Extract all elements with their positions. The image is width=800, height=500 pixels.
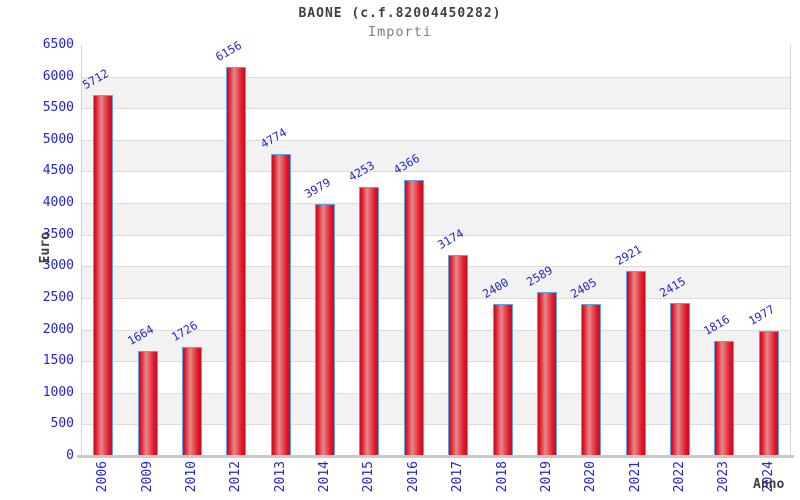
plot-band (82, 203, 790, 235)
y-tick-label: 1500 (42, 353, 74, 369)
bar (448, 255, 468, 456)
x-tick-label: 2020 (583, 461, 599, 493)
x-tick-label: 2006 (95, 461, 111, 493)
x-tick-label: 2014 (317, 461, 333, 493)
x-tick-label: 2021 (627, 461, 643, 493)
x-tick-label: 2010 (183, 461, 199, 493)
bar (138, 351, 158, 456)
x-tick-label: 2023 (716, 461, 732, 493)
plot-band (82, 139, 790, 172)
y-tick-label: 5000 (42, 131, 74, 147)
gridline (82, 171, 790, 173)
x-tick-label: 2013 (272, 461, 288, 493)
plot-band (82, 108, 790, 140)
gridline (82, 76, 790, 78)
bar (93, 95, 113, 456)
x-tick-label: 2015 (361, 461, 377, 493)
y-tick-label: 500 (50, 416, 74, 432)
x-tick-label: 2017 (450, 461, 466, 493)
y-axis-title: Euro (38, 232, 53, 264)
gridline (82, 234, 790, 236)
gridline (82, 203, 790, 205)
y-tick-label: 2000 (42, 321, 74, 337)
gridline (82, 139, 790, 141)
gridline (82, 361, 790, 363)
y-tick-label: 3500 (42, 226, 74, 242)
y-tick-label: 4000 (42, 195, 74, 211)
bar (714, 341, 734, 456)
bar (581, 304, 601, 456)
bar (404, 180, 424, 456)
y-tick-label: 6000 (42, 68, 74, 84)
bar (271, 154, 291, 456)
y-tick-label: 1000 (42, 384, 74, 400)
x-tick-label: 2016 (405, 461, 421, 493)
bar (537, 292, 557, 456)
x-axis-line (77, 455, 794, 458)
y-tick-label: 5500 (42, 100, 74, 116)
bar (359, 187, 379, 456)
bar (670, 303, 690, 456)
chart-subtitle: Importi (368, 24, 432, 40)
gridline (82, 329, 790, 331)
plot-band (82, 266, 790, 298)
x-tick-label: 2022 (672, 461, 688, 493)
gridline (82, 392, 790, 394)
x-tick-label: 2019 (538, 461, 554, 493)
bar (626, 271, 646, 456)
bar (315, 204, 335, 456)
gridline (82, 424, 790, 426)
bar (759, 331, 779, 456)
y-tick-label: 2500 (42, 289, 74, 305)
gridline (82, 266, 790, 268)
plot-band (82, 234, 790, 267)
x-tick-label: 2012 (228, 461, 244, 493)
gridline (82, 108, 790, 110)
y-tick-label: 6500 (42, 37, 74, 52)
y-tick-label: 4500 (42, 163, 74, 179)
x-tick-label: 2009 (139, 461, 155, 493)
x-tick-label: 2018 (494, 461, 510, 493)
x-axis-title: Anno (753, 477, 785, 492)
plot-band (82, 76, 790, 109)
plot-band (82, 171, 790, 204)
y-tick-label: 3000 (42, 258, 74, 274)
bar (226, 67, 246, 456)
chart-title: BAONE (c.f.82004450282) (298, 6, 502, 21)
bar (182, 347, 202, 456)
plot-band (82, 45, 790, 77)
y-tick-label: 0 (66, 448, 74, 463)
gridline (82, 297, 790, 299)
bar (493, 304, 513, 456)
